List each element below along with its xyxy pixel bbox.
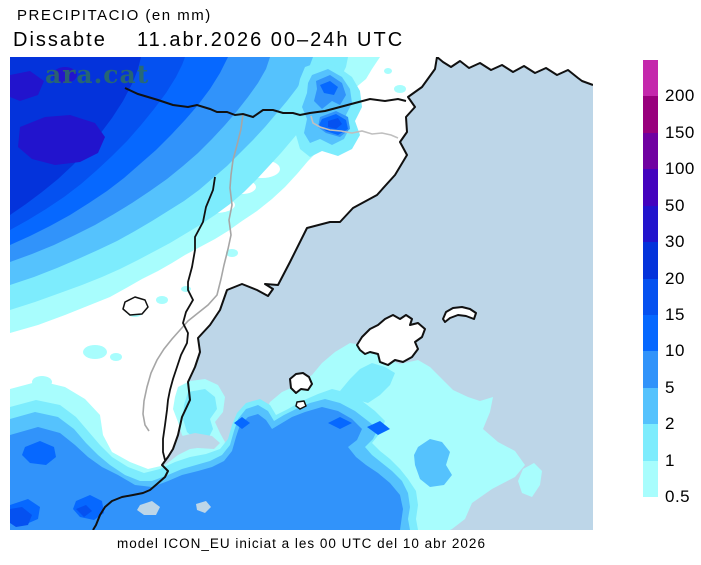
legend-segment [643, 242, 658, 279]
coastline [92, 56, 594, 531]
legend-segment [643, 278, 658, 316]
island-ibiza [289, 372, 313, 394]
precipitation-map: ara.cat [10, 56, 594, 531]
legend-segment [643, 96, 658, 134]
legend-label: 30 [665, 232, 685, 252]
island-formentera [295, 400, 307, 410]
island-menorca [442, 306, 477, 323]
legend-segment [643, 60, 658, 97]
legend-label: 10 [665, 341, 685, 361]
island-mallorca [356, 314, 426, 366]
region-borders-gray [142, 113, 399, 432]
dry-sea-holes [137, 433, 220, 515]
border-aragon [142, 113, 244, 432]
model-run-caption: model ICON_EU iniciat a les 00 UTC del 1… [117, 536, 486, 551]
legend-segment [643, 314, 658, 352]
legend-label: 20 [665, 268, 685, 288]
legend-label: 2 [665, 414, 675, 434]
islands [122, 296, 477, 410]
legend-segment [643, 424, 658, 462]
country-borders-black [124, 87, 407, 461]
border-girona [310, 115, 399, 139]
legend-segment [643, 169, 658, 207]
legend-label: 5 [665, 377, 675, 397]
legend-colorbar: 200 150 100 50 30 20 15 10 5 2 1 0.5 [643, 60, 694, 506]
legend-segment [643, 351, 658, 389]
border-west [162, 176, 216, 461]
legend-label: 1 [665, 450, 675, 470]
legend-label: 150 [665, 122, 695, 142]
legend-label: 200 [665, 86, 695, 106]
watermark-logo: ara.cat [45, 60, 150, 89]
legend-label: 15 [665, 304, 685, 324]
legend-label: 0.5 [665, 487, 691, 506]
legend-segment [643, 205, 658, 243]
legend-segment [643, 132, 658, 170]
border-pyrenees [124, 87, 407, 119]
legend-label: 50 [665, 195, 685, 215]
legend-label: 100 [665, 159, 695, 179]
precip-south-field [10, 343, 542, 530]
enclave-outline [122, 296, 149, 316]
precip-northeast-cell [292, 57, 406, 157]
page-subtitle: Dissabte 11.abr.2026 00–24h UTC [13, 29, 405, 51]
page-title: PRECIPITACIO (en mm) [17, 7, 212, 24]
map-canvas [10, 56, 594, 531]
legend-segment [643, 460, 658, 498]
legend-segment [643, 387, 658, 425]
